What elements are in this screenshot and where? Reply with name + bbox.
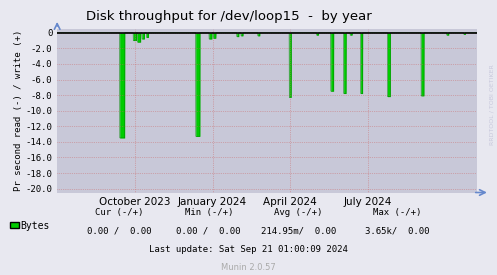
Y-axis label: Pr second read (-) / write (+): Pr second read (-) / write (+) — [13, 30, 23, 191]
Text: 214.95m/  0.00: 214.95m/ 0.00 — [260, 226, 336, 235]
Text: Bytes: Bytes — [21, 221, 50, 231]
Text: RRDTOOL / TOBI OETIKER: RRDTOOL / TOBI OETIKER — [490, 64, 495, 145]
Text: Disk throughput for /dev/loop15  -  by year: Disk throughput for /dev/loop15 - by yea… — [86, 10, 371, 23]
Text: Max (-/+): Max (-/+) — [373, 208, 422, 217]
Text: Last update: Sat Sep 21 01:00:09 2024: Last update: Sat Sep 21 01:00:09 2024 — [149, 245, 348, 254]
Text: Avg (-/+): Avg (-/+) — [274, 208, 323, 217]
Text: 0.00 /  0.00: 0.00 / 0.00 — [176, 226, 241, 235]
Text: Munin 2.0.57: Munin 2.0.57 — [221, 263, 276, 272]
Text: Cur (-/+): Cur (-/+) — [95, 208, 144, 217]
Text: Min (-/+): Min (-/+) — [184, 208, 233, 217]
Text: 0.00 /  0.00: 0.00 / 0.00 — [87, 226, 152, 235]
Text: 3.65k/  0.00: 3.65k/ 0.00 — [365, 226, 430, 235]
